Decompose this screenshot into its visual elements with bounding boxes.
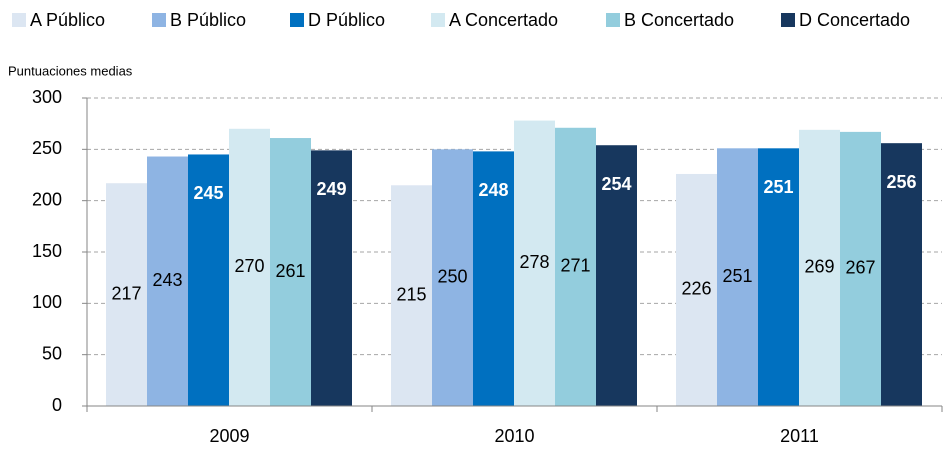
x-tick-label: 2009 [209,426,249,446]
bar [391,185,432,406]
legend-label: A Concertado [449,10,558,30]
bar [840,131,881,406]
data-label: 249 [316,179,346,199]
bar [596,145,637,406]
bar [717,148,758,406]
bar [514,120,555,406]
data-label: 278 [519,252,549,272]
y-tick-label: 50 [42,343,62,363]
data-label: 245 [193,183,223,203]
y-tick-label: 200 [32,189,62,209]
data-label: 251 [763,177,793,197]
legend-swatch [781,13,795,27]
legend-label: D Concertado [799,10,910,30]
bar [758,148,799,406]
bar [229,128,270,407]
y-axis-label: Puntuaciones medias [8,63,133,78]
data-label: 254 [601,174,631,194]
bar [432,149,473,407]
data-label: 251 [722,266,752,286]
legend-label: B Público [170,10,246,30]
data-label: 217 [111,283,141,303]
data-label: 250 [437,266,467,286]
x-tick-label: 2010 [494,426,534,446]
data-label: 226 [681,279,711,299]
x-tick-label: 2011 [780,426,819,446]
data-label: 215 [396,284,426,304]
y-tick-label: 150 [32,241,62,261]
bar [311,150,352,406]
data-label: 267 [845,258,875,278]
legend-swatch [290,13,304,27]
bar [270,138,311,407]
legend-swatch [606,13,620,27]
y-tick-label: 250 [32,138,62,158]
legend-label: D Público [308,10,385,30]
data-label: 261 [275,261,305,281]
bar [555,127,596,407]
data-label: 271 [560,256,590,276]
data-label: 248 [478,180,508,200]
y-tick-label: 100 [32,292,62,312]
legend-swatch [12,13,26,27]
legend-label: B Concertado [624,10,734,30]
y-tick-label: 300 [32,87,62,107]
bar [147,156,188,406]
bar [676,173,717,406]
legend-label: A Público [30,10,105,30]
data-label: 270 [234,256,264,276]
legend-swatch [152,13,166,27]
bar [799,129,840,406]
bar [881,143,922,406]
bar [473,151,514,406]
data-label: 269 [804,257,834,277]
y-tick-label: 0 [52,395,62,415]
legend-swatch [431,13,445,27]
data-label: 256 [886,172,916,192]
bar [188,154,229,406]
data-label: 243 [152,270,182,290]
bar [106,183,147,406]
